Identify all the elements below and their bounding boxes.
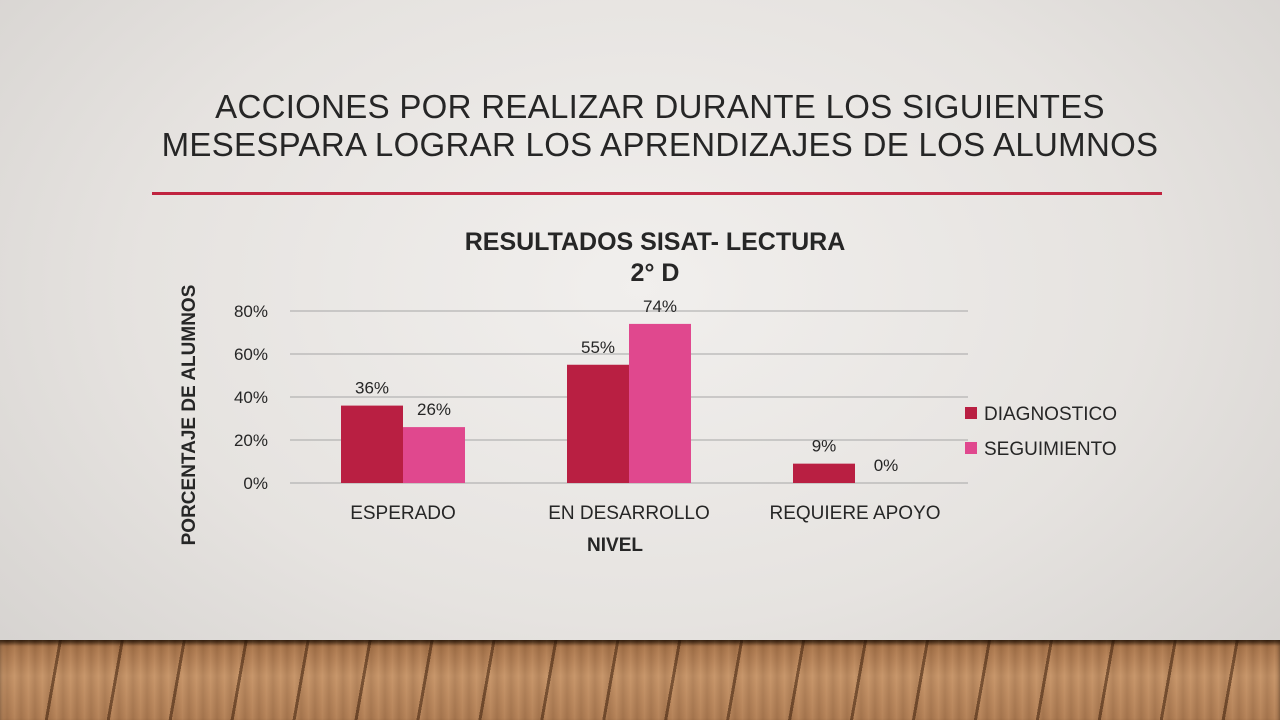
legend-swatch — [965, 442, 977, 454]
y-axis-ticks: 0% 20% 40% 60% 80% — [234, 302, 268, 493]
bar-diagnostico — [793, 463, 855, 483]
x-tick-label: ESPERADO — [350, 503, 456, 524]
x-axis-ticks: ESPERADO EN DESARROLLO REQUIERE APOYO — [350, 503, 940, 524]
bar-diagnostico — [567, 364, 629, 483]
bars — [341, 323, 855, 483]
data-labels: 36% 26% 55% 74% 9% 0% — [355, 297, 898, 475]
chart-title: RESULTADOS SISAT- LECTURA — [465, 228, 846, 256]
y-tick-label: 60% — [234, 345, 268, 364]
legend-label: DIAGNOSTICO — [984, 404, 1117, 425]
legend: DIAGNOSTICO SEGUIMIENTO — [965, 404, 1117, 460]
y-tick-label: 0% — [243, 474, 268, 493]
x-axis-label: NIVEL — [587, 535, 643, 556]
y-tick-label: 80% — [234, 302, 268, 321]
x-tick-label: REQUIERE APOYO — [769, 503, 940, 524]
data-label: 74% — [643, 297, 677, 316]
bar-chart: RESULTADOS SISAT- LECTURA 2° D 0% 20% 40% 6… — [179, 228, 1117, 556]
bar-diagnostico — [341, 405, 403, 483]
bar-seguimiento — [629, 323, 691, 483]
legend-swatch — [965, 407, 977, 419]
data-label: 9% — [812, 437, 837, 456]
legend-label: SEGUIMIENTO — [984, 439, 1117, 460]
data-label: 0% — [874, 456, 899, 475]
data-label: 55% — [581, 338, 615, 357]
data-label: 26% — [417, 400, 451, 419]
title-underline — [152, 192, 1162, 195]
y-tick-label: 40% — [234, 388, 268, 407]
y-tick-label: 20% — [234, 431, 268, 450]
data-label: 36% — [355, 379, 389, 398]
chart-subtitle: 2° D — [631, 259, 680, 287]
wood-floor — [0, 640, 1280, 720]
slide-title: ACCIONES POR REALIZAR DURANTE LOS SIGUIE… — [161, 88, 1159, 163]
y-axis-label: PORCENTAJE DE ALUMNOS — [179, 285, 200, 546]
bar-seguimiento — [403, 427, 465, 483]
x-tick-label: EN DESARROLLO — [548, 503, 710, 524]
